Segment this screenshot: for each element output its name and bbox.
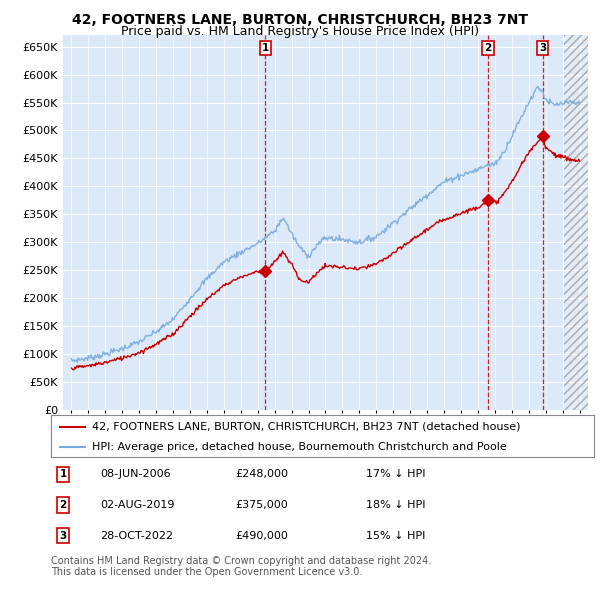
Bar (564, 35, 588, 410)
Text: HPI: Average price, detached house, Bournemouth Christchurch and Poole: HPI: Average price, detached house, Bour… (92, 442, 506, 451)
Text: 42, FOOTNERS LANE, BURTON, CHRISTCHURCH, BH23 7NT: 42, FOOTNERS LANE, BURTON, CHRISTCHURCH,… (72, 13, 528, 27)
Text: Contains HM Land Registry data © Crown copyright and database right 2024.
This d: Contains HM Land Registry data © Crown c… (51, 556, 431, 578)
Text: 1: 1 (262, 42, 269, 53)
Text: 02-AUG-2019: 02-AUG-2019 (100, 500, 175, 510)
Text: 17% ↓ HPI: 17% ↓ HPI (366, 469, 425, 479)
Bar (564, 35, 588, 410)
Text: 42, FOOTNERS LANE, BURTON, CHRISTCHURCH, BH23 7NT (detached house): 42, FOOTNERS LANE, BURTON, CHRISTCHURCH,… (92, 422, 520, 432)
Text: £375,000: £375,000 (236, 500, 289, 510)
Text: 3: 3 (539, 42, 547, 53)
Text: 18% ↓ HPI: 18% ↓ HPI (366, 500, 425, 510)
Text: £490,000: £490,000 (236, 531, 289, 541)
Text: 08-JUN-2006: 08-JUN-2006 (100, 469, 170, 479)
Text: 28-OCT-2022: 28-OCT-2022 (100, 531, 173, 541)
Text: £248,000: £248,000 (236, 469, 289, 479)
Text: 15% ↓ HPI: 15% ↓ HPI (366, 531, 425, 541)
Text: 1: 1 (59, 469, 67, 479)
Text: 2: 2 (59, 500, 67, 510)
Text: Price paid vs. HM Land Registry's House Price Index (HPI): Price paid vs. HM Land Registry's House … (121, 25, 479, 38)
Text: 2: 2 (484, 42, 491, 53)
Text: 3: 3 (59, 531, 67, 541)
